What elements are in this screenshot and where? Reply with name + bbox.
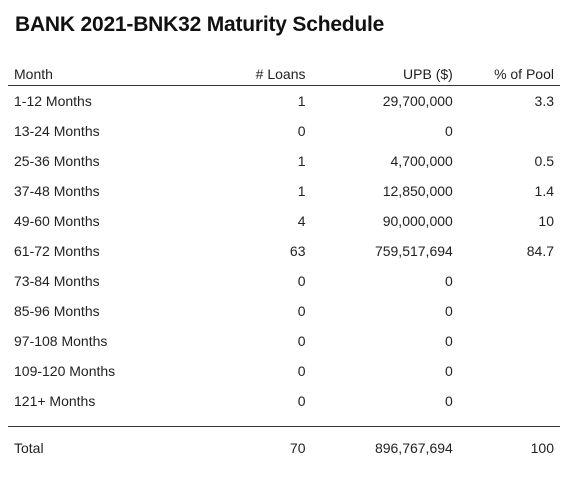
cell-pool: [459, 116, 560, 146]
column-header-loans: # Loans: [186, 63, 312, 86]
cell-pool: [459, 296, 560, 326]
table-row: 97-108 Months 0 0: [8, 326, 560, 356]
cell-loans: 1: [297, 183, 306, 199]
table-row: 109-120 Months 0 0: [8, 356, 560, 386]
table-row: 121+ Months 0 0: [8, 386, 560, 416]
table-row: 49-60 Months 4 90,000,000 10: [8, 206, 560, 236]
cell-loans: 4: [297, 213, 306, 229]
cell-month: 49-60 Months: [14, 213, 100, 229]
cell-upb: 759,517,694: [374, 243, 453, 259]
total-upb: 896,767,694: [374, 440, 453, 456]
cell-pool: [459, 326, 560, 356]
table-row: 85-96 Months 0 0: [8, 296, 560, 326]
cell-month: 25-36 Months: [14, 153, 100, 169]
table-row: 1-12 Months 1 29,700,000 3.3: [8, 86, 560, 117]
cell-upb: 12,850,000: [382, 183, 453, 199]
cell-month: 121+ Months: [14, 393, 96, 409]
cell-upb: 90,000,000: [382, 213, 453, 229]
total-loans: 70: [289, 440, 306, 456]
table-header-row: Month # Loans UPB ($) % of Pool: [8, 63, 560, 86]
cell-month: 97-108 Months: [14, 333, 108, 349]
column-header-upb: UPB ($): [311, 63, 459, 86]
cell-month: 13-24 Months: [14, 123, 100, 139]
cell-upb: 0: [445, 303, 453, 319]
cell-pool: 10: [538, 213, 554, 229]
cell-month: 61-72 Months: [14, 243, 100, 259]
cell-month: 37-48 Months: [14, 183, 100, 199]
cell-month: 73-84 Months: [14, 273, 100, 289]
column-header-pool: % of Pool: [458, 63, 560, 86]
cell-upb: 0: [445, 363, 453, 379]
cell-loans: 0: [297, 333, 306, 349]
cell-loans: 0: [297, 363, 306, 379]
cell-loans: 0: [297, 393, 306, 409]
total-divider: [8, 416, 560, 427]
cell-pool: 0.5: [534, 153, 554, 169]
cell-pool: 1.4: [534, 183, 554, 199]
cell-upb: 0: [445, 273, 453, 289]
cell-pool: [459, 386, 560, 416]
cell-upb: 0: [445, 123, 453, 139]
cell-loans: 0: [297, 303, 306, 319]
cell-upb: 0: [445, 393, 453, 409]
table-row: 73-84 Months 0 0: [8, 266, 560, 296]
cell-upb: 0: [445, 333, 453, 349]
total-pool: 100: [530, 440, 554, 456]
maturity-schedule-table: Month # Loans UPB ($) % of Pool 1-12 Mon…: [8, 63, 560, 469]
cell-pool: [459, 266, 560, 296]
table-row: 61-72 Months 63 759,517,694 84.7: [8, 236, 560, 266]
cell-month: 109-120 Months: [14, 363, 116, 379]
cell-month: 85-96 Months: [14, 303, 100, 319]
page-title: BANK 2021-BNK32 Maturity Schedule: [15, 13, 385, 36]
cell-loans: 0: [297, 273, 306, 289]
cell-pool: 3.3: [534, 93, 554, 109]
cell-loans: 1: [297, 93, 306, 109]
table-row: 37-48 Months 1 12,850,000 1.4: [8, 176, 560, 206]
cell-pool: [459, 356, 560, 386]
cell-pool: 84.7: [526, 243, 554, 259]
table-row: 13-24 Months 0 0: [8, 116, 560, 146]
table-row: 25-36 Months 1 4,700,000 0.5: [8, 146, 560, 176]
divider-cell: [8, 416, 560, 427]
cell-upb: 29,700,000: [382, 93, 453, 109]
cell-month: 1-12 Months: [14, 93, 92, 109]
cell-loans: 0: [297, 123, 306, 139]
total-label: Total: [14, 440, 44, 456]
cell-loans: 63: [289, 243, 306, 259]
column-header-month: Month: [8, 63, 187, 86]
total-row: Total 70 896,767,694 100: [8, 427, 560, 470]
cell-loans: 1: [297, 153, 306, 169]
cell-upb: 4,700,000: [390, 153, 453, 169]
